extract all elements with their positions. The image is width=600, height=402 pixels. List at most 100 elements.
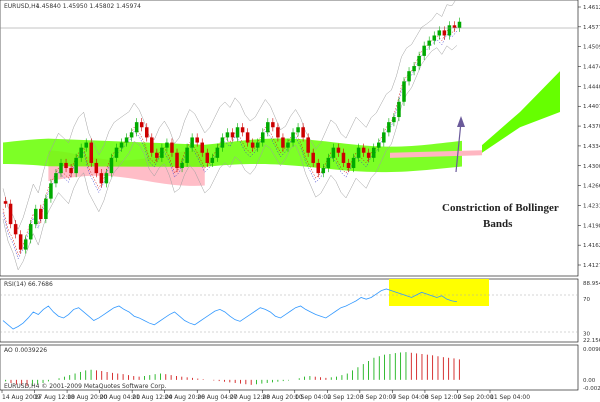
candle-body [321, 168, 326, 174]
moving-averages [2, 26, 458, 260]
rsi-tick-label: 70 [583, 297, 590, 303]
candle-body [432, 35, 437, 41]
candle-body [397, 101, 401, 118]
price-panel: EURUSD,H4 1.45840 1.45950 1.45802 1.4597… [0, 0, 600, 277]
time-tick-label: 7 Sep 04:00 [392, 394, 428, 401]
rsi-panel-border [0, 278, 579, 343]
price-tick-label: 1.45770 [583, 25, 600, 31]
candle-body [3, 201, 8, 204]
price-panel-border [0, 0, 579, 277]
candle-body [54, 173, 58, 184]
candle-body [377, 142, 381, 148]
candle-body [139, 122, 144, 128]
ao-tick-label: 0.0098 [583, 347, 600, 353]
candle-body [311, 152, 315, 163]
time-tick-label: 8 Sep 12:00 [425, 394, 461, 401]
price-tick-label: 1.43000 [583, 164, 600, 170]
price-tick-label: 1.44070 [583, 104, 600, 110]
cloud-projected-bearish [390, 150, 482, 158]
time-tick-label: 14 Aug 2009 [2, 394, 41, 401]
price-tick-label: 1.44400 [583, 84, 600, 90]
candle-body [260, 132, 265, 143]
candle-body [296, 127, 300, 133]
candle-body [114, 147, 119, 158]
candle-body [124, 137, 129, 143]
candle-body [34, 208, 38, 225]
candle-body [69, 168, 73, 174]
candle-body [427, 40, 431, 46]
ao-histogram [5, 352, 460, 387]
time-tick-label: 21 Aug 12:00 [132, 394, 173, 401]
candle-body [94, 162, 99, 174]
price-tick-label: 1.42660 [583, 184, 600, 190]
candle-body [250, 142, 255, 148]
time-tick-label: 1 Sep 04:00 [295, 394, 331, 401]
annotation-arrow [455, 121, 462, 173]
candle-body [326, 157, 331, 169]
time-tick-label: 27 Aug 12:00 [230, 394, 271, 401]
candle-body [18, 234, 23, 250]
candle-body [160, 147, 164, 158]
candle-body [361, 147, 366, 153]
ma-red [2, 26, 458, 256]
candle-body [200, 142, 205, 153]
candle-body [316, 162, 321, 174]
candle-body [109, 157, 114, 174]
candle-body [271, 122, 275, 128]
time-tick-label: 18 Aug 20:00 [67, 394, 108, 401]
bollinger-upper [2, 0, 457, 230]
candle-body [180, 162, 184, 169]
candle-body [170, 142, 174, 153]
candle-body [306, 137, 310, 153]
price-tick-label: 1.44740 [583, 65, 600, 71]
candle-body [245, 132, 250, 143]
candle-body [64, 162, 68, 169]
candle-body [150, 137, 154, 153]
candle-body [412, 66, 416, 72]
candle-body [165, 142, 169, 148]
price-tick-label: 1.43345 [583, 144, 600, 150]
price-tick-label: 1.46120 [583, 5, 600, 11]
candle-body [23, 239, 28, 250]
candle-body [422, 45, 426, 56]
annotation-arrowhead [457, 116, 465, 127]
candle-body [104, 173, 109, 184]
candlesticks [3, 17, 462, 254]
candle-body [417, 55, 421, 67]
rsi-label: RSI(14) 66.7686 [4, 281, 53, 288]
candle-body [155, 152, 159, 158]
candle-body [8, 203, 13, 225]
time-tick-label: 2 Sep 12:00 [327, 394, 363, 401]
candle-body [28, 224, 33, 240]
price-tick-label: 1.43700 [583, 124, 600, 130]
candle-body [84, 142, 88, 148]
candle-body [89, 142, 94, 163]
candle-body [185, 147, 189, 163]
candle-body [175, 152, 179, 169]
rsi-tick-label: 88.9549 [583, 281, 600, 287]
candle-body [59, 162, 63, 174]
candle-body [205, 152, 210, 163]
candle-body [220, 137, 225, 148]
price-tick-label: 1.41620 [583, 243, 600, 249]
candle-body [235, 127, 240, 138]
candle-body [215, 147, 220, 158]
candle-body [99, 173, 104, 184]
copyright-text: EURUSD,H4 © 2001-2009 MetaQuotes Softwar… [4, 383, 166, 390]
candle-body [144, 127, 149, 138]
candle-body [457, 21, 462, 28]
ao-panel-border [0, 344, 579, 391]
time-tick-label: 3 Sep 20:00 [360, 394, 396, 401]
candle-body [291, 132, 295, 143]
candle-body [387, 122, 391, 133]
candle-body [336, 147, 341, 153]
price-tick-label: 1.41980 [583, 223, 600, 229]
candle-body [356, 147, 361, 158]
candle-body [366, 152, 371, 158]
rsi-tick-label: 22.1565 [583, 338, 600, 344]
candle-body [442, 30, 447, 36]
time-tick-label: 9 Sep 20:00 [457, 394, 493, 401]
